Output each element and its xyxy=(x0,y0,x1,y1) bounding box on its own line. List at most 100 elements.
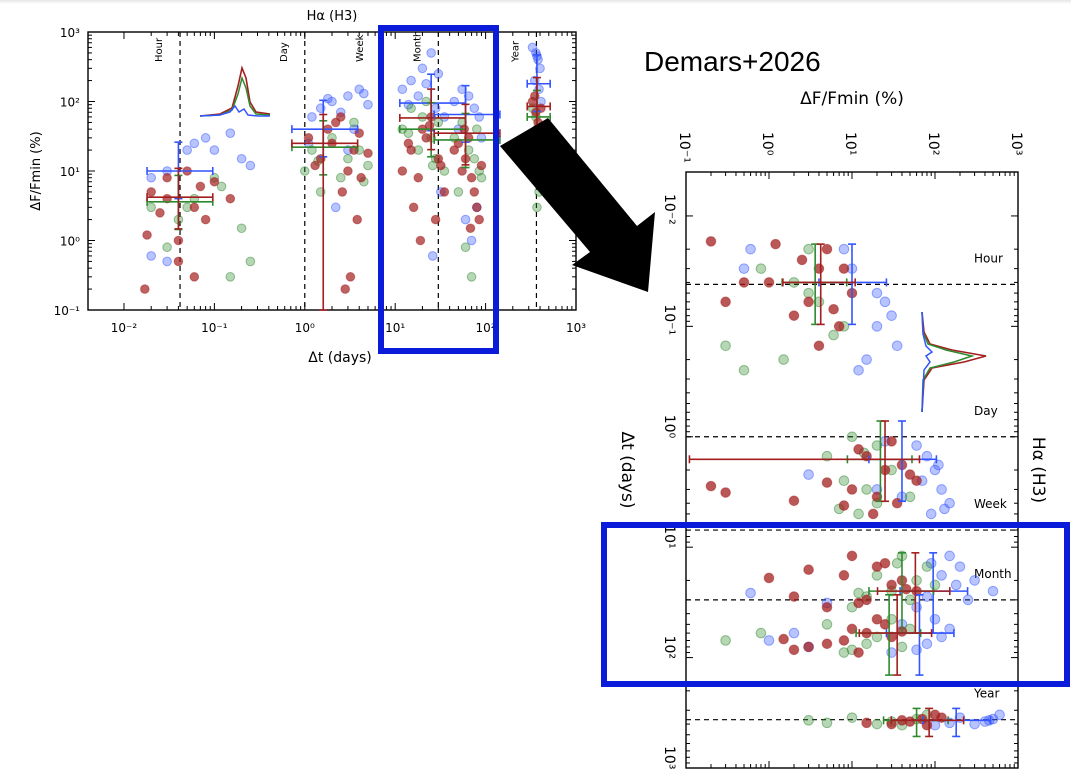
chart-1-point-blue xyxy=(466,235,477,246)
chart-2-point-green xyxy=(891,558,903,569)
window-edge xyxy=(0,0,1071,4)
chart-2-point-red xyxy=(846,623,858,635)
annotations: Demars+2026 xyxy=(378,25,1070,687)
chart-1-x-tick-label: 10⁰ xyxy=(295,321,315,335)
chart-1-point-red xyxy=(345,272,356,282)
chart-1-point-red xyxy=(453,138,464,149)
chart-1-point-red xyxy=(457,166,467,176)
chart-1-point-blue xyxy=(430,103,441,114)
chart-1-point-red xyxy=(310,160,320,171)
chart-2-point-red xyxy=(891,497,903,509)
chart-1-point-red xyxy=(352,214,363,225)
chart-2-point-green xyxy=(778,354,789,365)
chart-1-point-green xyxy=(216,181,227,192)
chart-1-y-tick-label: 10¹ xyxy=(60,165,80,179)
chart-2-marker-label: Week xyxy=(974,497,1007,511)
chart-2-point-blue xyxy=(891,340,903,352)
chart-1-x-tick-label: 10¹ xyxy=(385,321,405,335)
chart-1-point-green xyxy=(146,202,156,213)
chart-2-point-red xyxy=(853,647,864,658)
inset-profile-red xyxy=(199,65,271,117)
chart-1-point-red xyxy=(356,172,366,183)
chart-1-point-red xyxy=(173,235,184,246)
chart-2-point-red xyxy=(803,641,814,653)
chart-1-point-blue xyxy=(225,128,236,138)
chart-1-point-green xyxy=(335,172,346,183)
chart-2-ylabel: Δt (days) xyxy=(617,431,637,508)
chart-1-point-blue xyxy=(463,91,474,101)
chart-1-point-red xyxy=(173,256,184,267)
chart-2-point-red xyxy=(821,477,833,488)
chart-1-point-red xyxy=(200,214,211,225)
chart-1-point-red xyxy=(430,214,441,225)
chart-2-point-blue xyxy=(933,459,944,471)
chart-2-point-red xyxy=(846,484,858,495)
chart-1-point-red xyxy=(466,172,477,183)
chart-2-x-tick-label: 10⁰ xyxy=(759,132,775,156)
chart-1-point-red xyxy=(140,284,150,294)
chart-2-point-blue xyxy=(969,575,980,586)
chart-2-point-red xyxy=(738,277,750,288)
chart-2-point-blue xyxy=(962,594,974,606)
chart-2-point-green xyxy=(853,587,864,599)
chart-1-point-red xyxy=(413,172,424,183)
chart-2-point-red xyxy=(803,564,814,576)
chart-2-marker-label: Hour xyxy=(974,251,1003,265)
chart-2-point-blue xyxy=(929,613,941,625)
chart-1-point-green xyxy=(453,187,464,197)
chart-2-point-green xyxy=(904,491,916,503)
chart-2-point-red xyxy=(838,263,850,274)
chart-2-point-red xyxy=(846,550,858,562)
chart-1-y-tick-label: 10⁻¹ xyxy=(54,304,81,318)
chart-1-marker-label: Week xyxy=(355,34,366,62)
chart-1-point-blue xyxy=(449,96,460,107)
chart-2-point-green xyxy=(803,243,814,255)
chart-2-y-tick-label: 10⁰ xyxy=(661,415,677,439)
chart-1-point-blue xyxy=(330,202,341,213)
chart-1-point-blue xyxy=(323,93,333,104)
chart-1-point-red xyxy=(469,187,480,197)
chart-1-point-green xyxy=(460,242,471,253)
chart-2-point-green xyxy=(846,431,858,443)
chart-1-point-blue xyxy=(413,91,424,101)
chart-1-point-blue xyxy=(527,42,538,53)
chart-2-point-red xyxy=(853,444,864,455)
chart-2-point-blue xyxy=(921,591,933,602)
chart-2-point-blue xyxy=(871,287,883,299)
chart-1-point-green xyxy=(417,112,428,122)
chart-1-point-blue xyxy=(200,133,211,143)
chart-2-point-red xyxy=(867,508,879,520)
chart-2-point-blue xyxy=(954,561,966,572)
chart-2-point-blue xyxy=(745,243,756,255)
chart-1-x-tick-label: 10³ xyxy=(566,321,586,335)
chart-2-point-red xyxy=(770,238,781,250)
chart-2-point-red xyxy=(705,480,717,492)
chart-1: Hour Day Week Month Year 10⁻² 10⁻¹ 10⁰ 10¹ 10² 10³… xyxy=(29,9,586,366)
chart-2-point-blue xyxy=(886,647,897,658)
chart-1-point-blue xyxy=(236,153,247,164)
chart-2-point-blue xyxy=(987,585,999,597)
chart-1-point-green xyxy=(245,256,256,267)
chart-1-point-red xyxy=(337,187,348,197)
chart-2-line-profile-inset xyxy=(921,311,987,413)
chart-2-point-red xyxy=(788,591,800,602)
chart-2-point-red xyxy=(828,303,839,315)
chart-2-point-red xyxy=(861,717,872,729)
chart-2-point-green xyxy=(911,575,922,586)
chart-2-point-green xyxy=(838,647,850,658)
chart-1-marker-label: Hour xyxy=(154,37,165,62)
chart-1-point-red xyxy=(330,117,341,128)
chart-2-point-green xyxy=(846,712,858,723)
chart-1-point-green xyxy=(363,160,373,171)
chart-2-point-blue xyxy=(861,354,872,365)
chart-2-point-blue xyxy=(950,579,962,591)
chart-2-point-red xyxy=(720,487,731,498)
chart-1-point-red xyxy=(449,145,460,155)
chart-2-y-tick-label: 10⁻¹ xyxy=(661,304,677,335)
chart-1-point-green xyxy=(403,128,414,138)
chart-1-point-green xyxy=(466,272,477,282)
chart-2-point-red xyxy=(838,570,850,581)
chart-2-point-green xyxy=(904,594,916,606)
